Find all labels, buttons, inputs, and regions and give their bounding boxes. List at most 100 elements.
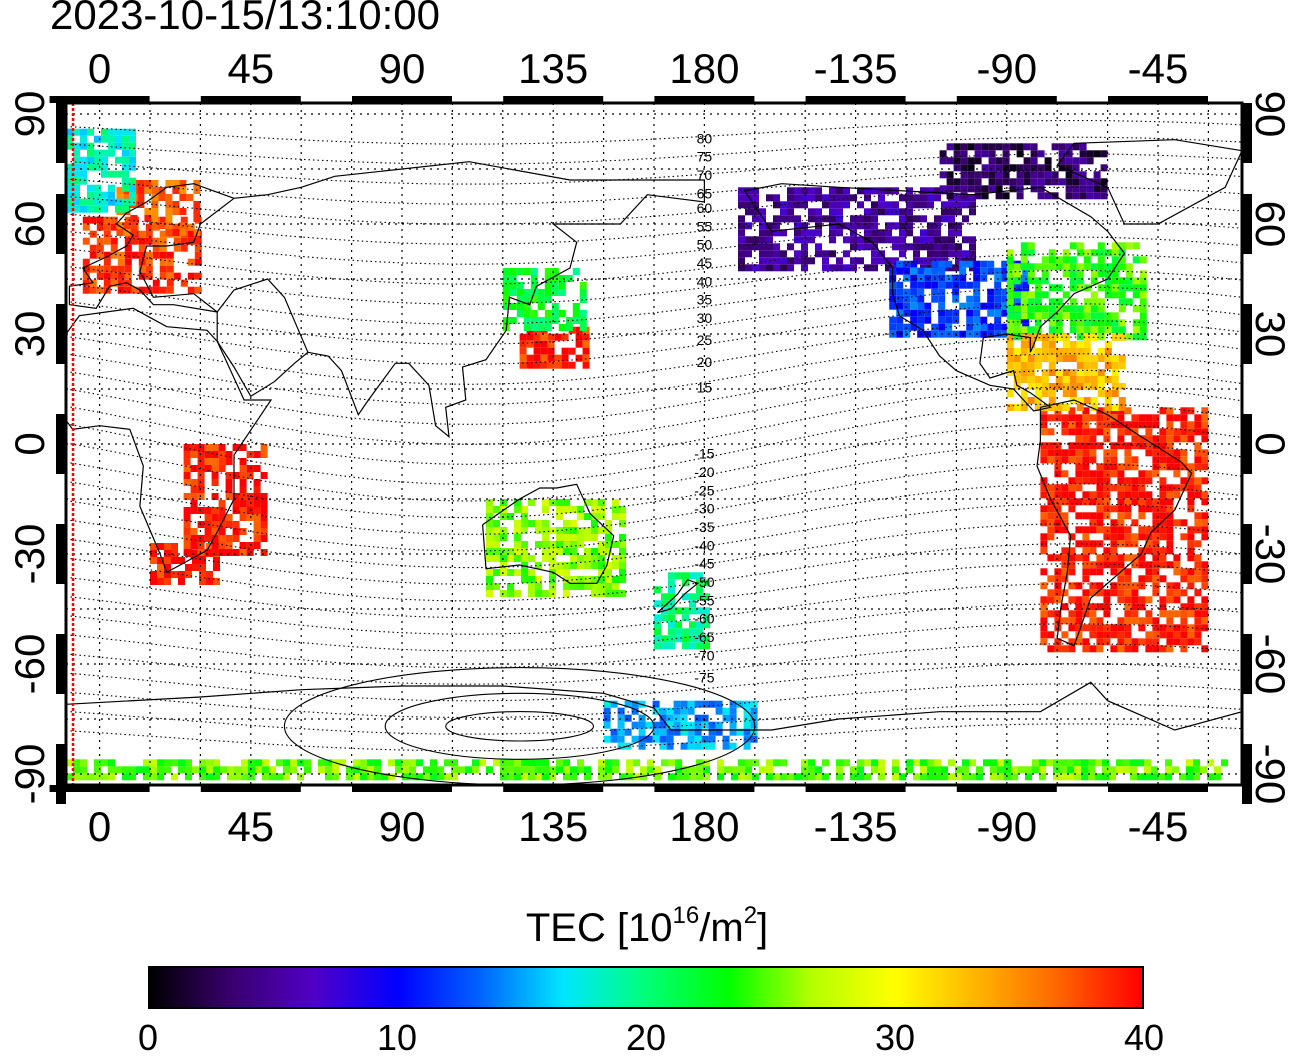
frame-tick [56,414,66,474]
tick-right-label: 60 [1247,200,1294,248]
coastline [233,161,705,439]
contour-label: -75 [694,669,714,685]
mlat-contour [66,583,1242,635]
mlat-contour [66,623,1242,669]
contour-label: -65 [694,629,714,645]
mlat-contour [66,219,1242,265]
tec-data-layer [66,128,1228,781]
mlat-contour [66,303,1242,365]
contour-label: -50 [694,574,714,590]
frame-tick [352,785,452,792]
tec-region-greenland-east [66,128,136,213]
tick-left-label: 30 [6,310,53,358]
tick-left-label: -90 [6,743,53,805]
frame-tick [200,785,301,792]
tick-top-label: 135 [518,45,589,92]
tick-bottom-label: 0 [87,803,112,850]
frame-tick [1108,96,1208,103]
mlat-contour [66,386,1242,465]
mlat-contour [66,369,1242,445]
frame-tick [200,96,301,103]
frame-tick [1242,634,1252,694]
contour-label: 70 [697,167,713,183]
coastline [1036,399,1193,647]
tick-right-label: 30 [1247,310,1294,358]
tick-top-label: -135 [813,45,898,92]
tick-top-label: 90 [378,45,426,92]
tick-left-label: 0 [6,432,53,456]
mlat-contour [66,286,1242,345]
mlat-contour [66,463,1242,535]
contour-label: 80 [697,130,713,146]
tick-bottom-label: 135 [518,803,589,850]
mlat-contour [66,483,1242,552]
tick-left-label: 60 [6,200,53,248]
frame-tick [56,304,66,364]
colorbar-tick-label: 10 [376,1017,418,1058]
contour-label: 55 [697,218,713,234]
contour-label: 40 [697,273,713,289]
tick-bottom-label: 90 [378,803,426,850]
contour-label: 65 [697,185,713,201]
coastline [68,183,236,313]
tec-region-china-north [502,268,587,331]
mlat-contour [66,136,1242,165]
mlat-contour [66,723,1242,752]
mlat-contour [66,703,1242,735]
mlat-contour [66,236,1242,285]
colorbar-tick-label: 0 [137,1017,159,1058]
contour-label: -35 [694,519,714,535]
tick-left-label: -30 [6,523,53,585]
mlat-pole-contour [445,711,595,742]
mlat-contour [66,603,1242,652]
colorbar-title: TEC [1016/m2] [525,902,769,950]
colorbar [148,966,1144,1009]
mlat-contour [66,443,1242,519]
tick-bottom-label: -135 [813,803,898,850]
mlat-contour [66,643,1242,685]
mlat-contour [66,153,1242,185]
contour-label: 35 [697,292,713,308]
frame-tick [1242,524,1252,584]
contour-label: 45 [697,255,713,271]
axis-frame-ticks [49,96,1252,804]
tick-top-label: 0 [87,45,112,92]
mlat-contour [66,683,1242,719]
contour-label: -55 [694,592,714,608]
tick-bottom-label: 180 [669,803,740,850]
tick-bottom-label: -90 [976,803,1038,850]
coastline [743,183,1126,412]
contour-label: -20 [694,464,714,480]
frame-tick [956,96,1057,103]
tick-right-label: -90 [1247,743,1294,805]
coastline [66,681,1242,731]
contour-label: -70 [694,647,714,663]
tec-region-antarctic-ring [66,759,1228,781]
tick-top-label: 180 [669,45,740,92]
frame-tick [1242,103,1252,163]
mlat-contour [66,120,1242,145]
tick-right-label: -60 [1247,633,1294,695]
mlat-contour [66,269,1242,325]
frame-tick [1242,194,1252,254]
tick-left-label: -60 [6,633,53,695]
tec-region-africa-east [183,444,268,556]
frame-tick [1108,785,1208,792]
tec-region-australia [486,499,626,597]
tec-region-antarctica-pacific [603,700,758,750]
frame-tick [805,785,906,792]
tick-left-label: 90 [6,90,53,138]
frame-tick [352,96,452,103]
frame-tick [56,194,66,254]
coastline [1056,139,1242,225]
mlat-contour [66,503,1242,569]
coastline [482,483,615,584]
contour-label: 75 [697,149,713,165]
contour-label: -30 [694,501,714,517]
mlat-contour [66,169,1242,205]
colorbar-tick-label: 40 [1123,1017,1165,1058]
tec-region-south-america [1040,407,1209,653]
mlat-contour [66,336,1242,405]
frame-tick [49,785,150,792]
mlat-pole-contour [384,692,655,760]
